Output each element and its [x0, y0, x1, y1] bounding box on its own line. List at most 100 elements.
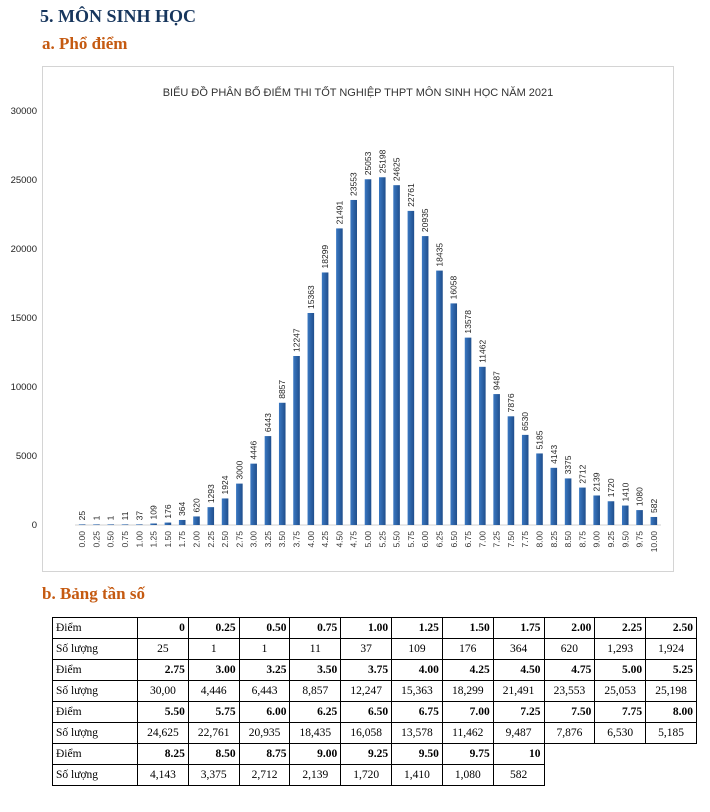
- count-cell: 582: [492, 764, 545, 786]
- count-cell: 30,00: [137, 680, 189, 702]
- count-cell: 1,924: [645, 638, 697, 660]
- count-cell: 18,435: [289, 722, 342, 744]
- count-cell: 11: [289, 638, 342, 660]
- bar: [164, 522, 172, 525]
- bar: [178, 519, 186, 525]
- y-tick-label: 30000: [11, 106, 37, 117]
- data-label: 6530: [520, 412, 530, 431]
- count-row: Số lượng 25 1 1 11 37 109 176 364 620 1,293 1,924: [52, 638, 697, 660]
- x-tick-label: 2.75: [234, 531, 244, 548]
- x-tick-label: 10.00: [649, 531, 659, 553]
- bar: [593, 495, 600, 525]
- data-label: 8857: [277, 380, 287, 399]
- count-row: Số lượng 24,625 22,761 20,935 18,435 16,058 13…: [52, 722, 697, 744]
- x-tick-label: 3.75: [292, 531, 302, 548]
- score-cell: 0: [137, 617, 189, 639]
- count-cell: 9,487: [492, 722, 545, 744]
- bar: [650, 516, 658, 525]
- count-cell: 15,363: [391, 680, 443, 702]
- x-tick-label: 5.50: [392, 531, 402, 548]
- count-cell: 620: [543, 638, 596, 660]
- data-label: 15363: [306, 285, 316, 309]
- x-tick-label: 8.00: [535, 531, 545, 548]
- data-label: 37: [134, 511, 144, 521]
- bar: [264, 436, 272, 525]
- score-cell: 3.50: [289, 659, 342, 681]
- x-tick-label: 6.25: [434, 531, 444, 548]
- count-cell: 24,625: [137, 722, 189, 744]
- data-label: 20935: [420, 208, 430, 232]
- bar: [607, 501, 615, 525]
- data-label: 2139: [592, 472, 602, 491]
- x-tick-label: 0.25: [91, 531, 101, 548]
- data-label: 25198: [377, 149, 387, 173]
- count-cell: 5,185: [645, 722, 697, 744]
- count-cell: 23,553: [543, 680, 596, 702]
- data-label: 364: [177, 502, 187, 516]
- score-cell: 3.25: [238, 659, 291, 681]
- x-tick-label: 5.00: [363, 531, 373, 548]
- bar: [293, 355, 300, 525]
- data-label: 3375: [563, 455, 573, 474]
- bar: [621, 505, 629, 525]
- bar: [379, 177, 386, 525]
- bar: [636, 510, 643, 525]
- score-cell: 8.75: [238, 743, 291, 765]
- data-label: 9487: [492, 371, 502, 390]
- bar: [307, 312, 315, 525]
- row-label: Số lượng: [52, 722, 138, 744]
- data-label: 13578: [463, 310, 473, 334]
- x-tick-label: 0.00: [77, 531, 87, 548]
- count-cell: 25,198: [645, 680, 697, 702]
- score-cell: 10: [492, 743, 545, 765]
- count-cell: 1,410: [391, 764, 443, 786]
- data-label: 22761: [406, 183, 416, 207]
- score-cell: 8.50: [187, 743, 240, 765]
- x-tick-label: 0.50: [106, 531, 116, 548]
- x-tick-label: 9.75: [635, 531, 645, 548]
- score-cell: 0.50: [238, 617, 291, 639]
- data-label: 1410: [620, 482, 630, 501]
- score-cell: 0.25: [187, 617, 240, 639]
- score-cell: 7.25: [492, 701, 545, 723]
- count-cell: 4,446: [187, 680, 240, 702]
- data-label: 25053: [363, 151, 373, 175]
- score-cell: 1.75: [492, 617, 545, 639]
- x-tick-label: 3.25: [263, 531, 273, 548]
- bar: [236, 483, 243, 525]
- count-cell: 2,139: [289, 764, 342, 786]
- data-label: 16058: [449, 275, 459, 299]
- row-label: Điểm: [52, 701, 138, 723]
- x-tick-label: 8.75: [577, 531, 587, 548]
- count-cell: 25: [137, 638, 189, 660]
- count-cell: 2,712: [238, 764, 291, 786]
- count-cell: 11,462: [441, 722, 494, 744]
- bar: [536, 453, 543, 525]
- data-label: 23553: [349, 172, 359, 196]
- bar: [407, 210, 415, 525]
- empty-cell: [595, 765, 646, 786]
- score-cell: 6.00: [238, 701, 291, 723]
- score-cell: 7.50: [543, 701, 596, 723]
- count-cell: 1,720: [340, 764, 393, 786]
- score-cell: 1.00: [340, 617, 393, 639]
- score-cell: 6.50: [340, 701, 393, 723]
- count-cell: 20,935: [238, 722, 291, 744]
- row-label: Số lượng: [52, 638, 138, 660]
- data-label: 582: [649, 499, 659, 513]
- bar: [121, 524, 129, 525]
- count-cell: 1,080: [441, 764, 494, 786]
- y-tick-label: 0: [32, 520, 37, 531]
- bar: [507, 416, 515, 525]
- data-label: 620: [191, 498, 201, 512]
- x-tick-label: 5.75: [406, 531, 416, 548]
- data-label: 5185: [535, 430, 545, 449]
- x-tick-label: 9.25: [606, 531, 616, 548]
- bar: [193, 516, 200, 525]
- row-label: Điểm: [52, 743, 138, 765]
- chart-title: BIỂU ĐỒ PHÂN BỐ ĐIỂM THI TỐT NGHIỆP THPT…: [163, 85, 554, 99]
- bar: [150, 523, 157, 525]
- count-cell: 13,578: [391, 722, 443, 744]
- bar: [278, 402, 286, 525]
- score-distribution-chart: BIỂU ĐỒ PHÂN BỐ ĐIỂM THI TỐT NGHIỆP THPT…: [11, 66, 674, 572]
